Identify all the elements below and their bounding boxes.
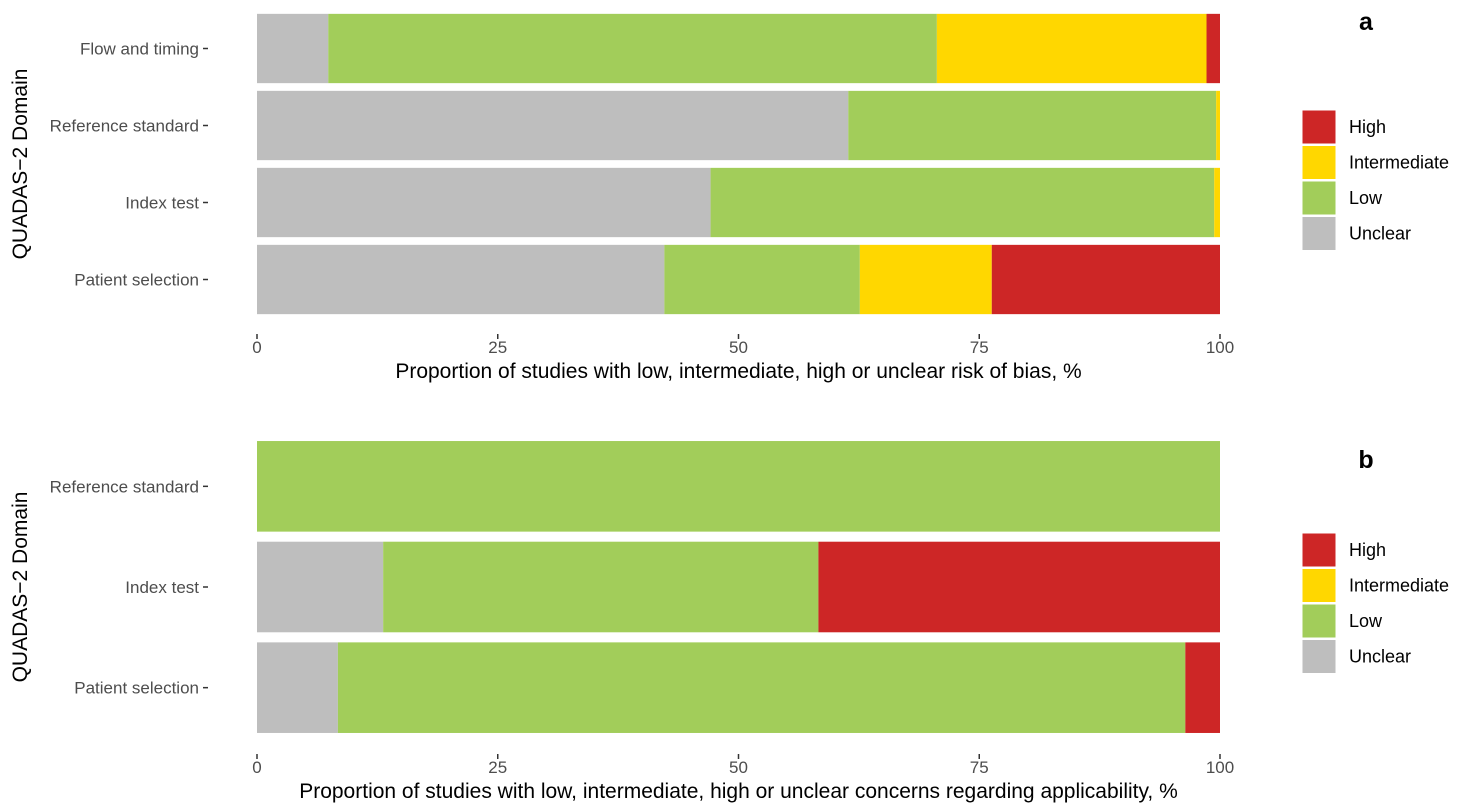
bar-low-2: [848, 90, 1217, 161]
bar-unclear-3: [257, 13, 329, 84]
bar-unclear-1: [257, 167, 711, 238]
legend-label: Intermediate: [1349, 576, 1449, 596]
legend: High Intermediate Low Unclear: [1301, 109, 1449, 251]
y-axis-title: QUADAS−2 Domain: [9, 492, 32, 683]
x-axis-title: Proportion of studies with low, intermed…: [299, 780, 1178, 803]
bar-unclear-2: [257, 90, 849, 161]
x-tick-label: 75: [970, 758, 989, 777]
panel-letter: a: [1359, 8, 1374, 36]
x-axis-title: Proportion of studies with low, intermed…: [395, 360, 1081, 383]
x-tick-label: 100: [1206, 758, 1234, 777]
legend-swatch-high: [1301, 109, 1337, 145]
panel-letter: b: [1358, 446, 1373, 474]
legend-swatch-unclear: [1301, 216, 1337, 251]
bar-unclear-0: [257, 642, 338, 733]
bar-low-3: [328, 13, 937, 84]
legend-label: Low: [1349, 188, 1383, 208]
bar-high-1: [818, 541, 1220, 633]
legend-label: High: [1349, 540, 1386, 560]
x-tick-label: 0: [252, 758, 261, 777]
bar-intermediate-1: [1214, 167, 1220, 238]
bar-unclear-0: [257, 244, 665, 315]
legend-swatch-intermediate: [1301, 568, 1337, 603]
x-tick-label: 75: [970, 338, 989, 357]
bar-high-3: [1206, 13, 1220, 84]
panel-b: Patient selection Index test Reference sta…: [9, 441, 1449, 803]
category-label: Patient selection: [74, 271, 199, 290]
legend-swatch-low: [1301, 180, 1337, 216]
bar-intermediate-0: [859, 244, 992, 315]
x-tick-label: 25: [488, 758, 507, 777]
bar-high-0: [1185, 642, 1220, 733]
x-tick-label: 50: [729, 338, 748, 357]
bar-low-1: [710, 167, 1215, 238]
panel-a: Patient selection Index test Reference sta…: [9, 8, 1449, 383]
legend-label: High: [1349, 117, 1386, 137]
category-label: Index test: [125, 194, 199, 213]
legend-swatch-low: [1301, 603, 1337, 639]
legend-label: Low: [1349, 611, 1383, 631]
legend-label: Unclear: [1349, 647, 1411, 667]
legend-label: Intermediate: [1349, 153, 1449, 173]
category-label: Index test: [125, 578, 199, 597]
x-tick-label: 100: [1206, 338, 1234, 357]
category-label: Patient selection: [74, 679, 199, 698]
bar-intermediate-3: [936, 13, 1207, 84]
bar-low-1: [383, 541, 819, 633]
legend-swatch-intermediate: [1301, 145, 1337, 180]
bar-high-0: [991, 244, 1220, 315]
category-label: Reference standard: [50, 477, 199, 496]
bar-intermediate-2: [1216, 90, 1220, 161]
x-tick-label: 50: [729, 758, 748, 777]
bar-low-0: [337, 642, 1186, 733]
legend: High Intermediate Low Unclear: [1301, 532, 1449, 674]
bar-low-2: [257, 441, 1220, 532]
x-tick-label: 25: [488, 338, 507, 357]
x-tick-label: 0: [252, 338, 261, 357]
y-axis-title: QUADAS−2 Domain: [9, 69, 32, 260]
legend-label: Unclear: [1349, 224, 1411, 244]
bar-unclear-1: [257, 541, 384, 633]
category-label: Reference standard: [50, 117, 199, 136]
category-label: Flow and timing: [80, 40, 199, 59]
bar-low-0: [664, 244, 860, 315]
legend-swatch-high: [1301, 532, 1337, 568]
legend-swatch-unclear: [1301, 639, 1337, 674]
